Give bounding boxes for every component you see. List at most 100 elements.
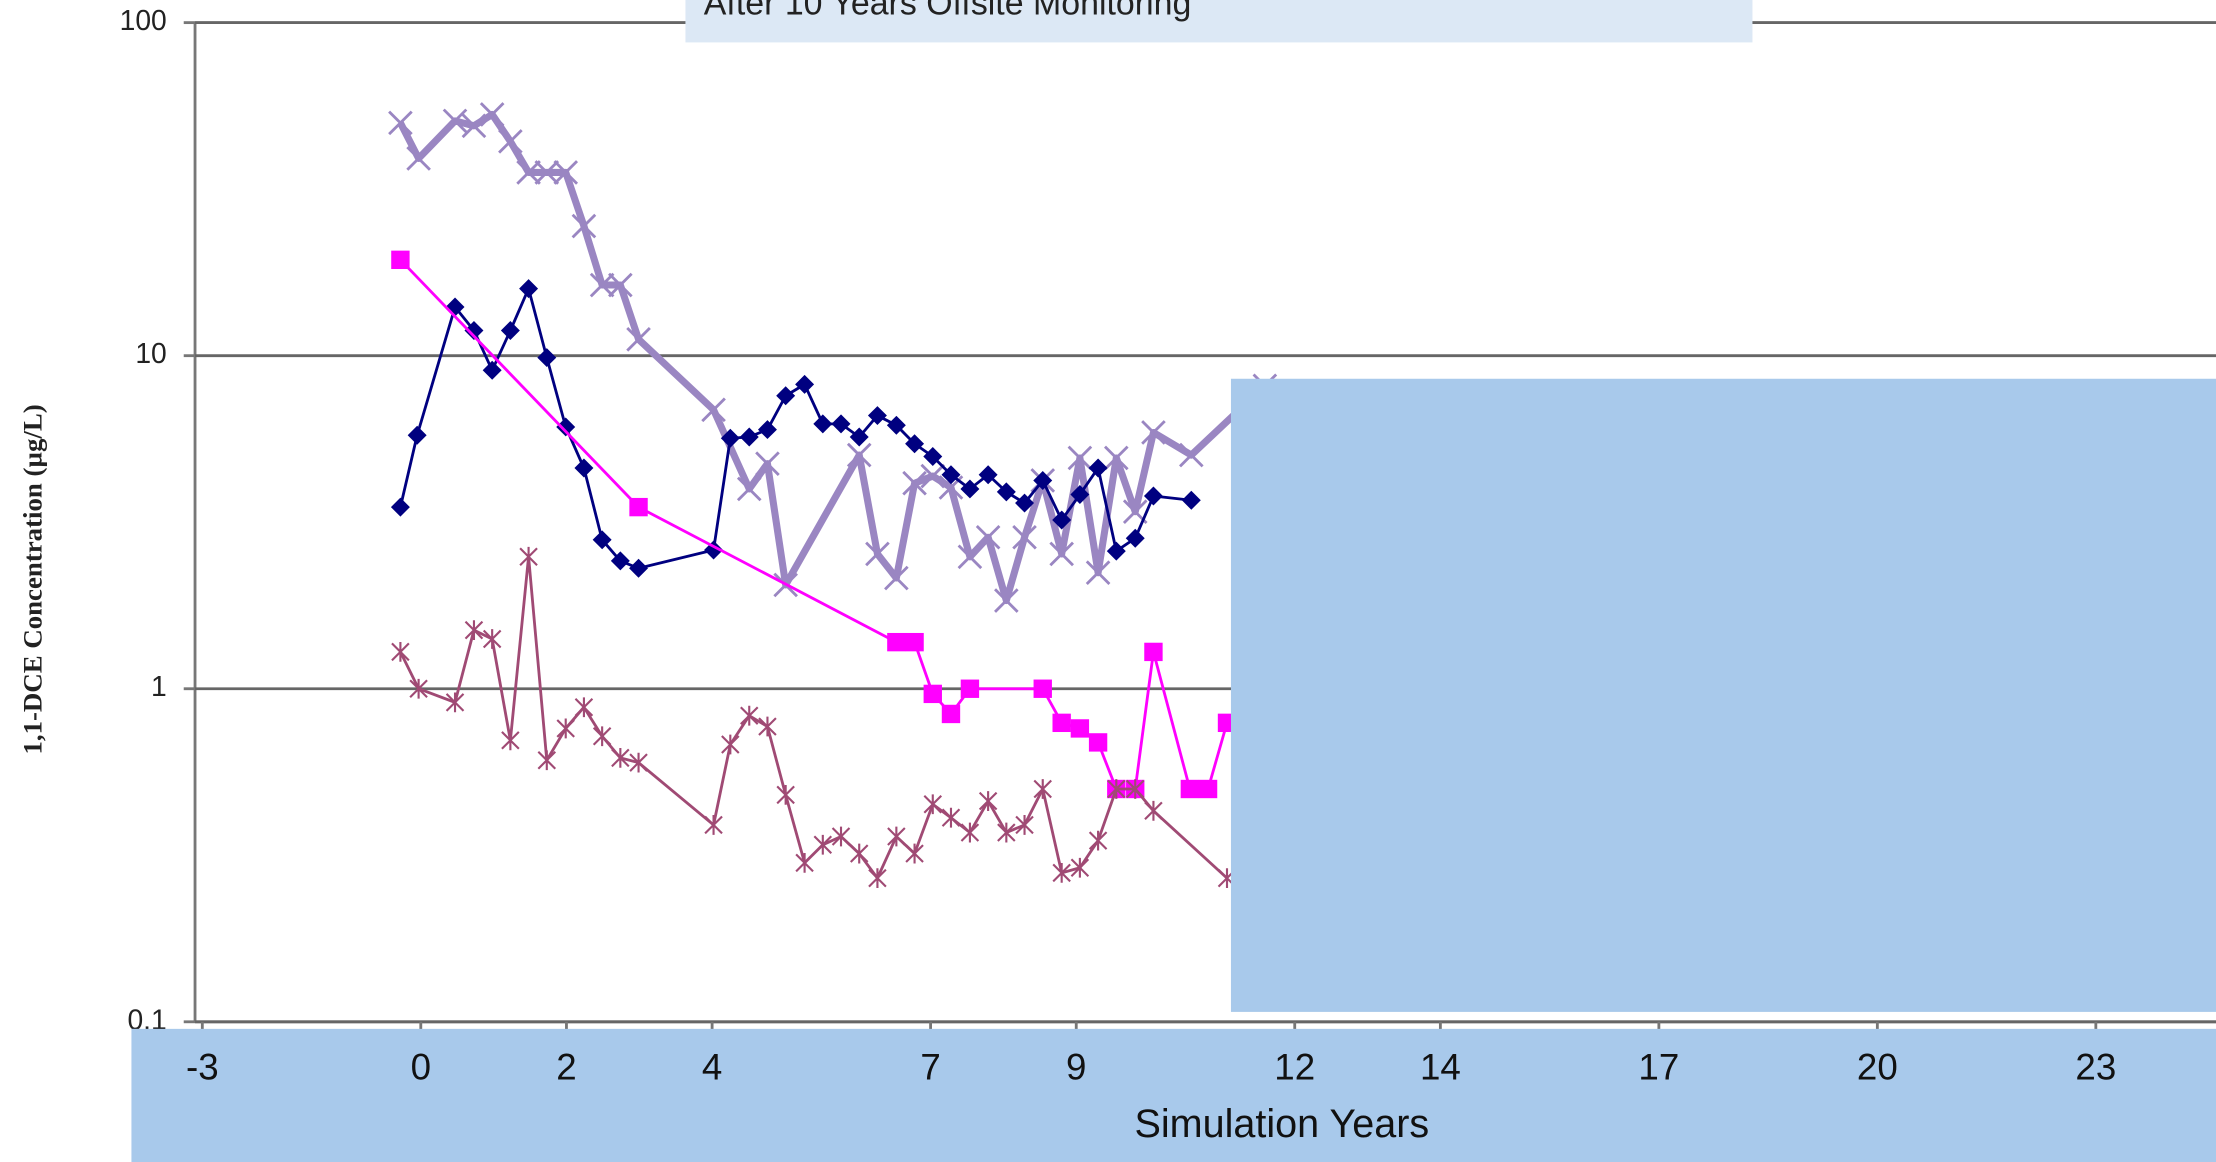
x-tick-label: 2: [556, 1047, 576, 1088]
data-point: [1179, 442, 1204, 468]
data-point: [905, 843, 924, 864]
data-point: [1125, 528, 1145, 548]
data-point: [1198, 779, 1218, 799]
data-point: [1052, 713, 1071, 733]
data-point: [1015, 493, 1035, 513]
data-point: [1143, 486, 1163, 506]
data-point: [994, 588, 1019, 613]
data-point: [868, 868, 887, 889]
series-line: [397, 110, 1268, 605]
data-point: [461, 113, 487, 139]
data-point: [1033, 679, 1052, 698]
data-point: [516, 160, 541, 185]
data-point: [960, 679, 980, 698]
data-point: [388, 110, 413, 136]
data-point: [610, 551, 630, 571]
data-point: [592, 726, 612, 747]
data-point: [1141, 420, 1166, 445]
data-point: [1067, 445, 1093, 471]
data-point: [1052, 510, 1072, 530]
y-axis-label: 1,1-DCE Concentration (µg/L): [17, 404, 47, 754]
data-point: [704, 815, 723, 835]
data-point: [736, 476, 762, 502]
data-point: [813, 414, 833, 434]
data-point: [409, 678, 428, 699]
data-point: [629, 497, 648, 517]
data-point: [905, 434, 925, 454]
x-tick-label: 23: [2075, 1047, 2116, 1088]
data-point: [1144, 800, 1163, 821]
data-point: [1015, 815, 1034, 835]
data-point: [1052, 862, 1071, 883]
data-point: [941, 465, 961, 485]
data-point: [1070, 485, 1090, 504]
data-point: [865, 541, 890, 567]
data-point: [390, 497, 410, 517]
data-point: [960, 822, 980, 843]
x-tick-label: 20: [1857, 1047, 1898, 1088]
data-point: [849, 427, 869, 447]
y-tick-label: 10: [135, 337, 166, 369]
data-point: [920, 463, 946, 489]
data-point: [978, 791, 998, 811]
data-point: [391, 642, 410, 662]
data-point: [1049, 541, 1074, 567]
data-point: [608, 272, 633, 298]
data-point: [795, 852, 814, 873]
x-tick-label: 12: [1274, 1047, 1315, 1088]
data-point: [1088, 830, 1108, 851]
data-point: [1181, 490, 1201, 510]
data-point: [740, 705, 759, 726]
data-point: [846, 442, 872, 468]
data-point: [482, 629, 502, 649]
data-point: [553, 160, 579, 185]
data-point: [1106, 541, 1126, 561]
data-point: [1144, 642, 1163, 662]
data-point: [884, 565, 909, 591]
data-point: [960, 479, 980, 499]
data-point: [589, 272, 615, 298]
x-tick-label: 9: [1066, 1047, 1086, 1088]
data-point: [831, 414, 851, 434]
data-point: [574, 697, 594, 718]
data-point: [629, 558, 649, 578]
data-point: [1033, 470, 1053, 490]
y-tick-label: 1: [151, 670, 167, 702]
data-point: [887, 826, 906, 847]
x-tick-label: 0: [411, 1047, 431, 1088]
x-tick-label: 17: [1638, 1047, 1679, 1088]
plot-area: [388, 102, 1278, 889]
data-point: [592, 530, 612, 550]
data-point: [391, 250, 410, 270]
x-tick-label: 7: [920, 1047, 940, 1088]
data-point: [626, 326, 651, 352]
data-point: [923, 447, 943, 466]
data-point: [482, 360, 502, 380]
data-point: [887, 632, 906, 652]
x-tick-labels: -3 0 2 4 7 9 12 14 17 20 23: [186, 1047, 2116, 1088]
data-point: [611, 747, 630, 768]
y-tick-label: 100: [120, 4, 167, 36]
data-point: [957, 544, 983, 570]
data-point: [534, 160, 560, 185]
data-point: [776, 386, 796, 406]
data-point: [1107, 779, 1126, 799]
data-point: [1085, 560, 1111, 586]
data-point: [923, 684, 942, 704]
data-point: [758, 716, 777, 737]
data-point: [519, 546, 538, 567]
data-point: [902, 470, 927, 496]
data-point: [923, 794, 943, 815]
data-point: [479, 102, 505, 127]
data-point: [978, 465, 998, 485]
data-point: [849, 843, 869, 864]
x-axis-label: Simulation Years: [1134, 1102, 1429, 1146]
data-point: [407, 425, 427, 445]
data-point: [776, 785, 795, 805]
data-point: [501, 730, 520, 751]
data-point: [813, 834, 833, 855]
data-point: [795, 374, 815, 394]
data-point: [721, 734, 740, 755]
data-point: [464, 620, 484, 640]
